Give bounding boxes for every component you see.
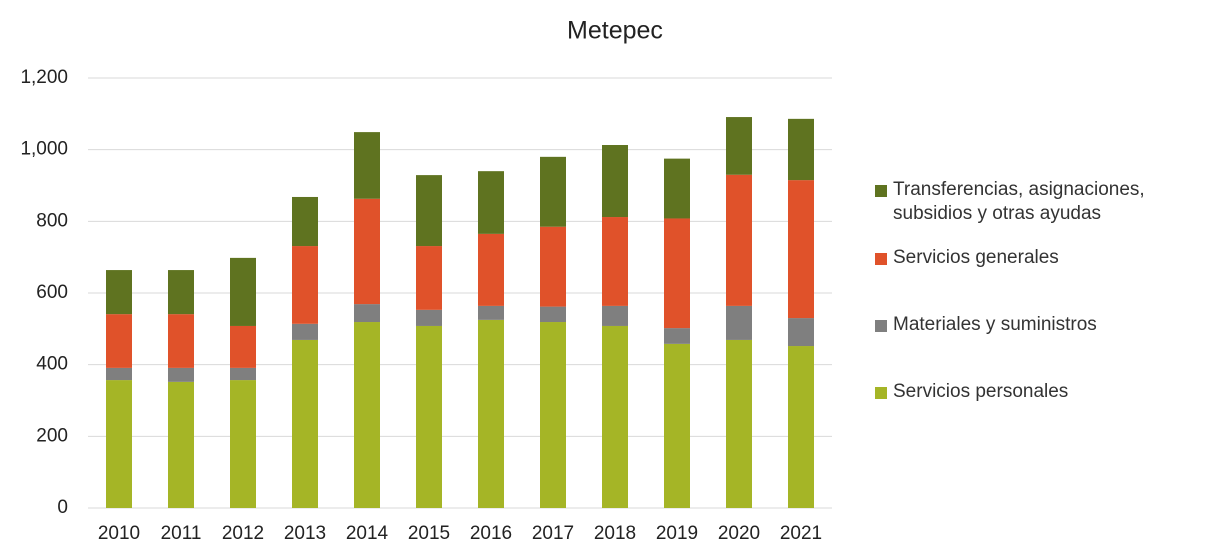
- legend-item: Transferencias, asignaciones, subsidios …: [875, 178, 1215, 226]
- legend-label: Materiales y suministros: [893, 314, 1097, 335]
- bar-segment: [168, 367, 194, 382]
- x-tick-label: 2018: [594, 523, 636, 544]
- bar-segment: [292, 339, 318, 508]
- x-tick-label: 2013: [284, 523, 326, 544]
- x-tick-label: 2011: [161, 523, 202, 544]
- x-tick-label: 2014: [346, 523, 389, 544]
- bar-segment: [602, 325, 628, 508]
- bar-segment: [354, 322, 380, 508]
- legend-item: Servicios generales: [875, 246, 1215, 270]
- bar-segment: [230, 380, 256, 508]
- x-tick-label: 2019: [656, 523, 698, 544]
- y-tick-label: 200: [36, 425, 68, 446]
- bar-segment: [168, 270, 194, 315]
- bar-segment: [788, 346, 814, 508]
- legend-swatch: [875, 387, 887, 399]
- bar-segment: [602, 217, 628, 306]
- bar-segment: [664, 328, 690, 344]
- bar-segment: [106, 367, 132, 381]
- legend-item: Materiales y suministros: [875, 313, 1215, 337]
- x-tick-label: 2017: [532, 523, 574, 544]
- bar-segment: [664, 158, 690, 219]
- y-tick-label: 1,000: [20, 139, 68, 160]
- legend: Transferencias, asignaciones, subsidios …: [875, 178, 1215, 404]
- bar-segment: [106, 314, 132, 368]
- bar-segment: [292, 323, 318, 340]
- bar-segment: [292, 246, 318, 324]
- chart-title: Metepec: [567, 17, 663, 45]
- bar-segment: [416, 309, 442, 326]
- x-tick-label: 2020: [718, 523, 760, 544]
- y-tick-label: 0: [57, 497, 68, 518]
- bar-segment: [354, 304, 380, 323]
- bar-segment: [602, 145, 628, 218]
- bar-segment: [726, 305, 752, 340]
- legend-label: Transferencias, asignaciones, subsidios …: [893, 179, 1145, 224]
- bar-segment: [540, 226, 566, 307]
- bar-segment: [726, 174, 752, 306]
- bar-segment: [602, 305, 628, 326]
- bar-segment: [478, 305, 504, 320]
- x-tick-label: 2012: [222, 523, 264, 544]
- legend-item: Servicios personales: [875, 380, 1215, 404]
- y-tick-label: 1,200: [20, 67, 68, 88]
- bar-segment: [540, 306, 566, 323]
- bar-segment: [788, 118, 814, 181]
- bar-segment: [540, 156, 566, 227]
- bar-segment: [354, 198, 380, 305]
- bar-segment: [478, 319, 504, 508]
- bar-segment: [478, 171, 504, 234]
- bar-segment: [416, 246, 442, 310]
- bar-segment: [230, 257, 256, 326]
- bar-segment: [230, 367, 256, 381]
- bar-segment: [478, 233, 504, 306]
- bar-segment: [664, 218, 690, 329]
- bar-segment: [540, 322, 566, 508]
- y-tick-label: 600: [36, 282, 68, 303]
- x-tick-label: 2016: [470, 523, 512, 544]
- legend-label: Servicios personales: [893, 381, 1069, 402]
- bar-segment: [354, 132, 380, 199]
- y-tick-label: 800: [36, 210, 68, 231]
- bar-segment: [788, 318, 814, 347]
- legend-swatch: [875, 253, 887, 265]
- bar-segment: [168, 314, 194, 368]
- bar-segment: [416, 175, 442, 247]
- legend-swatch: [875, 185, 887, 197]
- x-tick-label: 2021: [780, 523, 822, 544]
- legend-swatch: [875, 320, 887, 332]
- bar-segment: [168, 381, 194, 508]
- legend-label: Servicios generales: [893, 247, 1059, 268]
- x-tick-label: 2015: [408, 523, 450, 544]
- y-tick-label: 400: [36, 354, 68, 375]
- bar-segment: [416, 325, 442, 508]
- bar-segment: [292, 196, 318, 247]
- bar-segment: [106, 380, 132, 508]
- bar-segment: [726, 339, 752, 508]
- bar-segment: [106, 270, 132, 315]
- bar-segment: [664, 343, 690, 508]
- x-tick-label: 2010: [98, 523, 140, 544]
- bar-segment: [726, 117, 752, 175]
- bar-segment: [230, 325, 256, 368]
- bar-segment: [788, 180, 814, 319]
